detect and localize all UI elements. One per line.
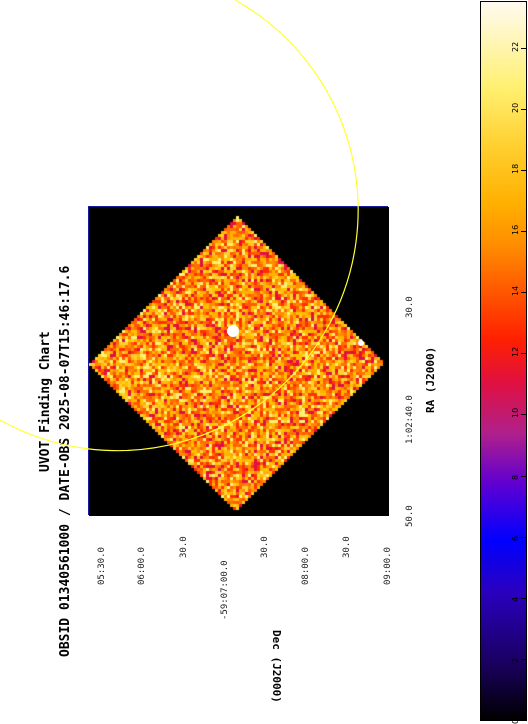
dec-axis-label: Dec (J2000) bbox=[270, 630, 283, 703]
colorbar-tick-mark bbox=[521, 536, 527, 538]
ra-tick-3: 30.0 bbox=[405, 296, 415, 318]
colorbar-tick-label: 14 bbox=[511, 286, 520, 297]
colorbar-tick-label: 18 bbox=[511, 163, 520, 175]
bright-source bbox=[227, 325, 239, 337]
ra-tick-2: 1:02:40.0 bbox=[405, 395, 415, 444]
dec-tick-1: 05:30.0 bbox=[97, 547, 107, 585]
colorbar-tick-label: 20 bbox=[511, 102, 520, 113]
colorbar-tick-mark bbox=[521, 108, 527, 110]
dec-tick-3: 30.0 bbox=[179, 536, 189, 558]
ra-axis-label: RA (J2000) bbox=[424, 346, 437, 413]
colorbar-tick-label: 16 bbox=[511, 224, 520, 236]
colorbar-tick-mark bbox=[521, 170, 527, 172]
dec-tick-7: 30.0 bbox=[342, 536, 352, 558]
colorbar-tick-mark bbox=[521, 475, 527, 477]
colorbar-tick-label: 22 bbox=[511, 41, 520, 52]
dec-tick-4: -59:07:00.0 bbox=[220, 560, 230, 620]
colorbar bbox=[480, 1, 527, 721]
colorbar-tick-mark bbox=[521, 414, 527, 416]
colorbar-tick-label: 12 bbox=[511, 347, 520, 358]
dec-tick-6: 08:00.0 bbox=[301, 547, 311, 585]
colorbar-tick-label: 10 bbox=[511, 408, 520, 419]
colorbar-tick-label: 4 bbox=[511, 596, 520, 602]
source-region-circle bbox=[0, 0, 359, 452]
secondary-source bbox=[358, 340, 364, 346]
image-canvas bbox=[89, 207, 389, 516]
colorbar-tick-label: 2 bbox=[511, 657, 520, 663]
colorbar-tick-mark bbox=[521, 231, 527, 233]
dec-tick-8: 09:00.0 bbox=[383, 547, 393, 585]
colorbar-tick-mark bbox=[521, 720, 527, 721]
colorbar-tick-mark bbox=[521, 353, 527, 355]
colorbar-tick-label: 8 bbox=[511, 474, 520, 480]
dec-tick-2: 06:00.0 bbox=[137, 547, 147, 585]
dec-tick-5: 30.0 bbox=[260, 536, 270, 558]
colorbar-tick-label: 0 bbox=[511, 718, 520, 724]
colorbar-tick-mark bbox=[521, 597, 527, 599]
image-plot-area bbox=[88, 206, 389, 516]
colorbar-tick-label: 6 bbox=[511, 535, 520, 541]
colorbar-tick-mark bbox=[521, 47, 527, 49]
ra-tick-1: 50.0 bbox=[405, 505, 415, 527]
colorbar-tick-mark bbox=[521, 292, 527, 294]
colorbar-tick-mark bbox=[521, 658, 527, 660]
